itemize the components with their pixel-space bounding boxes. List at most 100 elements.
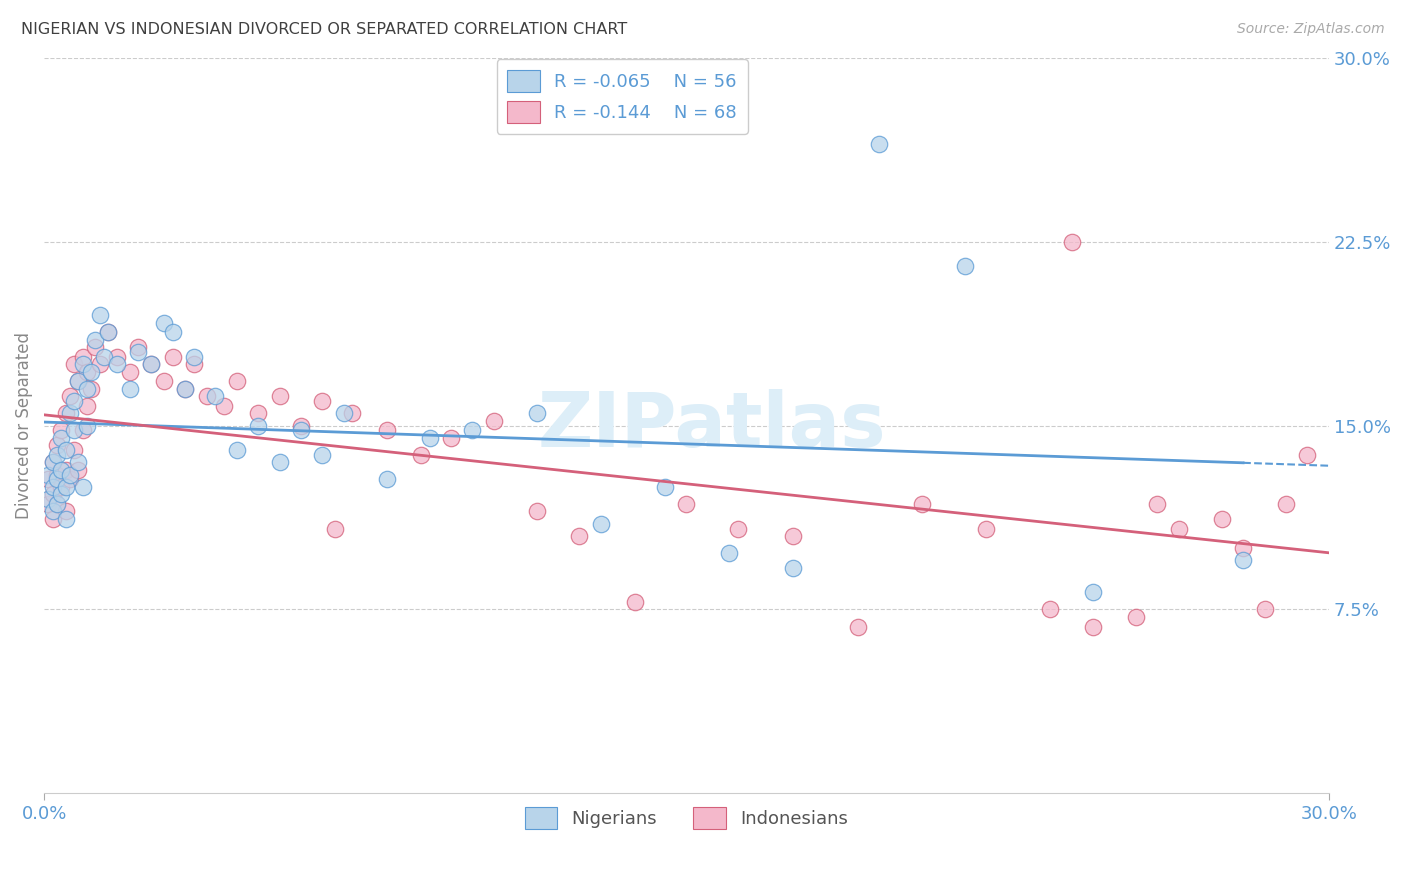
Y-axis label: Divorced or Separated: Divorced or Separated <box>15 332 32 519</box>
Point <box>55 512 77 526</box>
Point <box>63 394 86 409</box>
Point <box>89 308 111 322</box>
Point <box>782 529 804 543</box>
Point <box>51 424 73 438</box>
Point <box>526 406 548 420</box>
Point <box>409 448 432 462</box>
Point <box>76 365 98 379</box>
Point <box>290 424 312 438</box>
Point <box>141 357 163 371</box>
Point <box>59 467 82 482</box>
Point <box>84 340 107 354</box>
Point <box>247 418 270 433</box>
Point <box>440 431 463 445</box>
Point <box>1275 497 1298 511</box>
Point <box>333 406 356 420</box>
Point <box>247 406 270 420</box>
Point <box>868 136 890 151</box>
Point <box>51 480 73 494</box>
Point <box>72 350 94 364</box>
Point <box>67 375 90 389</box>
Point <box>67 375 90 389</box>
Point <box>212 399 235 413</box>
Point <box>174 382 197 396</box>
Point <box>974 521 997 535</box>
Point <box>59 473 82 487</box>
Text: Source: ZipAtlas.com: Source: ZipAtlas.com <box>1237 22 1385 37</box>
Text: NIGERIAN VS INDONESIAN DIVORCED OR SEPARATED CORRELATION CHART: NIGERIAN VS INDONESIAN DIVORCED OR SEPAR… <box>21 22 627 37</box>
Point <box>55 480 77 494</box>
Point <box>1211 512 1233 526</box>
Point <box>1296 448 1319 462</box>
Point <box>290 418 312 433</box>
Point <box>105 350 128 364</box>
Point <box>195 389 218 403</box>
Point <box>1060 235 1083 249</box>
Point <box>225 375 247 389</box>
Point <box>269 455 291 469</box>
Point <box>76 382 98 396</box>
Point <box>80 365 103 379</box>
Point <box>51 431 73 445</box>
Point <box>183 350 205 364</box>
Point <box>183 357 205 371</box>
Point <box>225 443 247 458</box>
Point <box>46 448 69 462</box>
Point <box>1232 553 1254 567</box>
Point <box>63 357 86 371</box>
Point <box>55 443 77 458</box>
Point <box>51 487 73 501</box>
Point <box>1253 602 1275 616</box>
Point <box>41 455 63 469</box>
Point <box>162 326 184 340</box>
Point <box>204 389 226 403</box>
Point <box>1167 521 1189 535</box>
Point <box>269 389 291 403</box>
Point <box>727 521 749 535</box>
Point <box>67 463 90 477</box>
Point <box>127 345 149 359</box>
Point <box>46 497 69 511</box>
Point <box>482 414 505 428</box>
Point <box>953 259 976 273</box>
Point <box>323 521 346 535</box>
Point <box>526 504 548 518</box>
Point <box>41 480 63 494</box>
Point <box>37 473 59 487</box>
Point <box>654 480 676 494</box>
Text: ZIPatlas: ZIPatlas <box>538 389 886 463</box>
Point <box>127 340 149 354</box>
Point <box>624 595 647 609</box>
Point <box>37 467 59 482</box>
Point <box>1125 609 1147 624</box>
Point <box>76 418 98 433</box>
Point <box>46 438 69 452</box>
Point <box>55 504 77 518</box>
Point <box>162 350 184 364</box>
Point <box>153 316 176 330</box>
Point <box>375 473 398 487</box>
Point <box>63 443 86 458</box>
Point <box>97 326 120 340</box>
Point <box>41 512 63 526</box>
Point <box>311 448 333 462</box>
Point <box>589 516 612 531</box>
Point <box>51 463 73 477</box>
Point <box>55 463 77 477</box>
Point <box>41 455 63 469</box>
Point <box>84 333 107 347</box>
Legend: Nigerians, Indonesians: Nigerians, Indonesians <box>517 799 855 836</box>
Point <box>375 424 398 438</box>
Point <box>59 406 82 420</box>
Point <box>72 424 94 438</box>
Point <box>63 424 86 438</box>
Point <box>105 357 128 371</box>
Point <box>41 487 63 501</box>
Point <box>46 497 69 511</box>
Point <box>782 560 804 574</box>
Point <box>1146 497 1168 511</box>
Point <box>1232 541 1254 555</box>
Point <box>80 382 103 396</box>
Point <box>46 467 69 482</box>
Point <box>72 480 94 494</box>
